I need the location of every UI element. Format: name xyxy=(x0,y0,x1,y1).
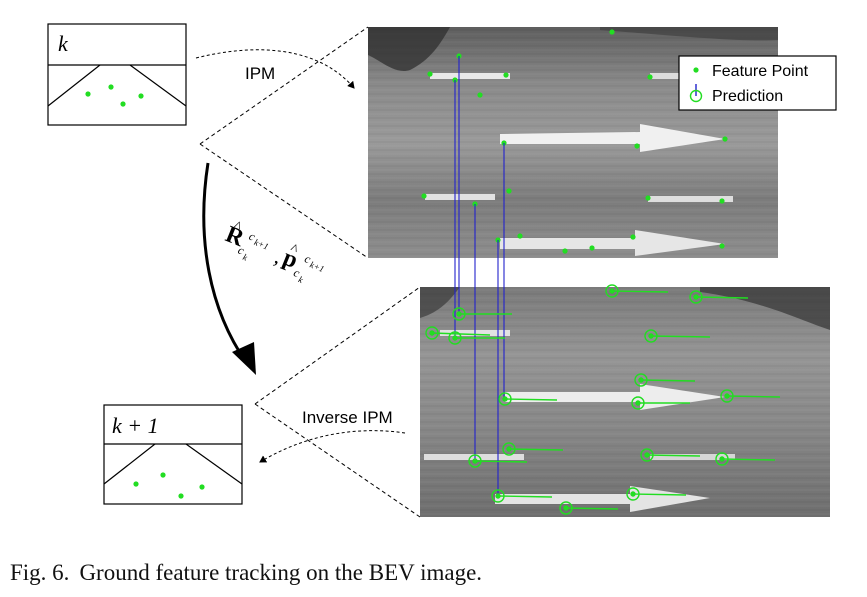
prediction-marker xyxy=(491,489,553,503)
frame-k1-label: k + 1 xyxy=(112,413,159,438)
camera-frame-k: k xyxy=(47,23,187,126)
camera-frame-k1: k + 1 xyxy=(103,404,243,505)
prediction-marker xyxy=(640,448,701,462)
prediction-marker xyxy=(634,373,696,387)
bev-image-k: Feature Point Prediction xyxy=(368,27,837,258)
frame-k-label: k xyxy=(58,31,69,56)
transform-arrow xyxy=(202,162,256,375)
figure: k k + 1 IPM Inverse IPM xyxy=(47,23,837,518)
frame-k-feature-points xyxy=(85,84,144,107)
bev-k1-predictions xyxy=(425,284,781,515)
svg-text:c: c xyxy=(303,251,314,266)
prediction-marker xyxy=(425,326,491,340)
transform-label: R ^ c k c k+1 , p ^ c k c k+1 xyxy=(222,218,326,285)
svg-text:c: c xyxy=(247,229,258,244)
prediction-marker xyxy=(468,454,528,468)
legend-feature-point-label: Feature Point xyxy=(712,63,809,80)
svg-text:k+1: k+1 xyxy=(253,237,270,252)
prediction-marker xyxy=(626,487,687,501)
track-lines xyxy=(454,56,505,496)
prediction-marker xyxy=(605,284,669,298)
prediction-marker xyxy=(559,501,619,515)
prediction-marker xyxy=(631,396,690,410)
legend: Feature Point Prediction xyxy=(678,55,837,111)
prediction-marker xyxy=(715,452,776,466)
legend-prediction-label: Prediction xyxy=(712,88,783,105)
svg-text:c: c xyxy=(236,243,247,258)
caption-text: Ground feature tracking on the BEV image… xyxy=(79,560,483,585)
caption-label: Fig. 6. xyxy=(10,560,70,585)
figure-caption: Fig. 6. Ground feature tracking on the BE… xyxy=(10,560,482,586)
svg-text:k+1: k+1 xyxy=(308,259,325,274)
legend-feature-point-marker xyxy=(693,67,699,73)
frame-k1-feature-points xyxy=(133,472,205,499)
svg-text:k: k xyxy=(297,274,305,285)
prediction-marker xyxy=(644,329,711,343)
prediction-marker xyxy=(689,290,749,304)
inverse-ipm-arrow: Inverse IPM xyxy=(259,408,406,463)
bev-image-k1 xyxy=(420,287,830,517)
inverse-ipm-label: Inverse IPM xyxy=(302,408,393,427)
ipm-label: IPM xyxy=(245,64,275,83)
svg-text:k: k xyxy=(241,252,249,263)
prediction-marker xyxy=(498,392,558,406)
prediction-marker xyxy=(448,331,505,345)
prediction-marker xyxy=(502,442,564,456)
prediction-marker xyxy=(720,389,781,403)
bev-k-feature-points xyxy=(421,29,728,254)
perspective-lines xyxy=(199,26,421,518)
legend-prediction-marker xyxy=(689,89,703,103)
svg-text:c: c xyxy=(292,265,303,280)
ipm-arrow: IPM xyxy=(195,49,355,89)
prediction-marker xyxy=(452,307,512,321)
